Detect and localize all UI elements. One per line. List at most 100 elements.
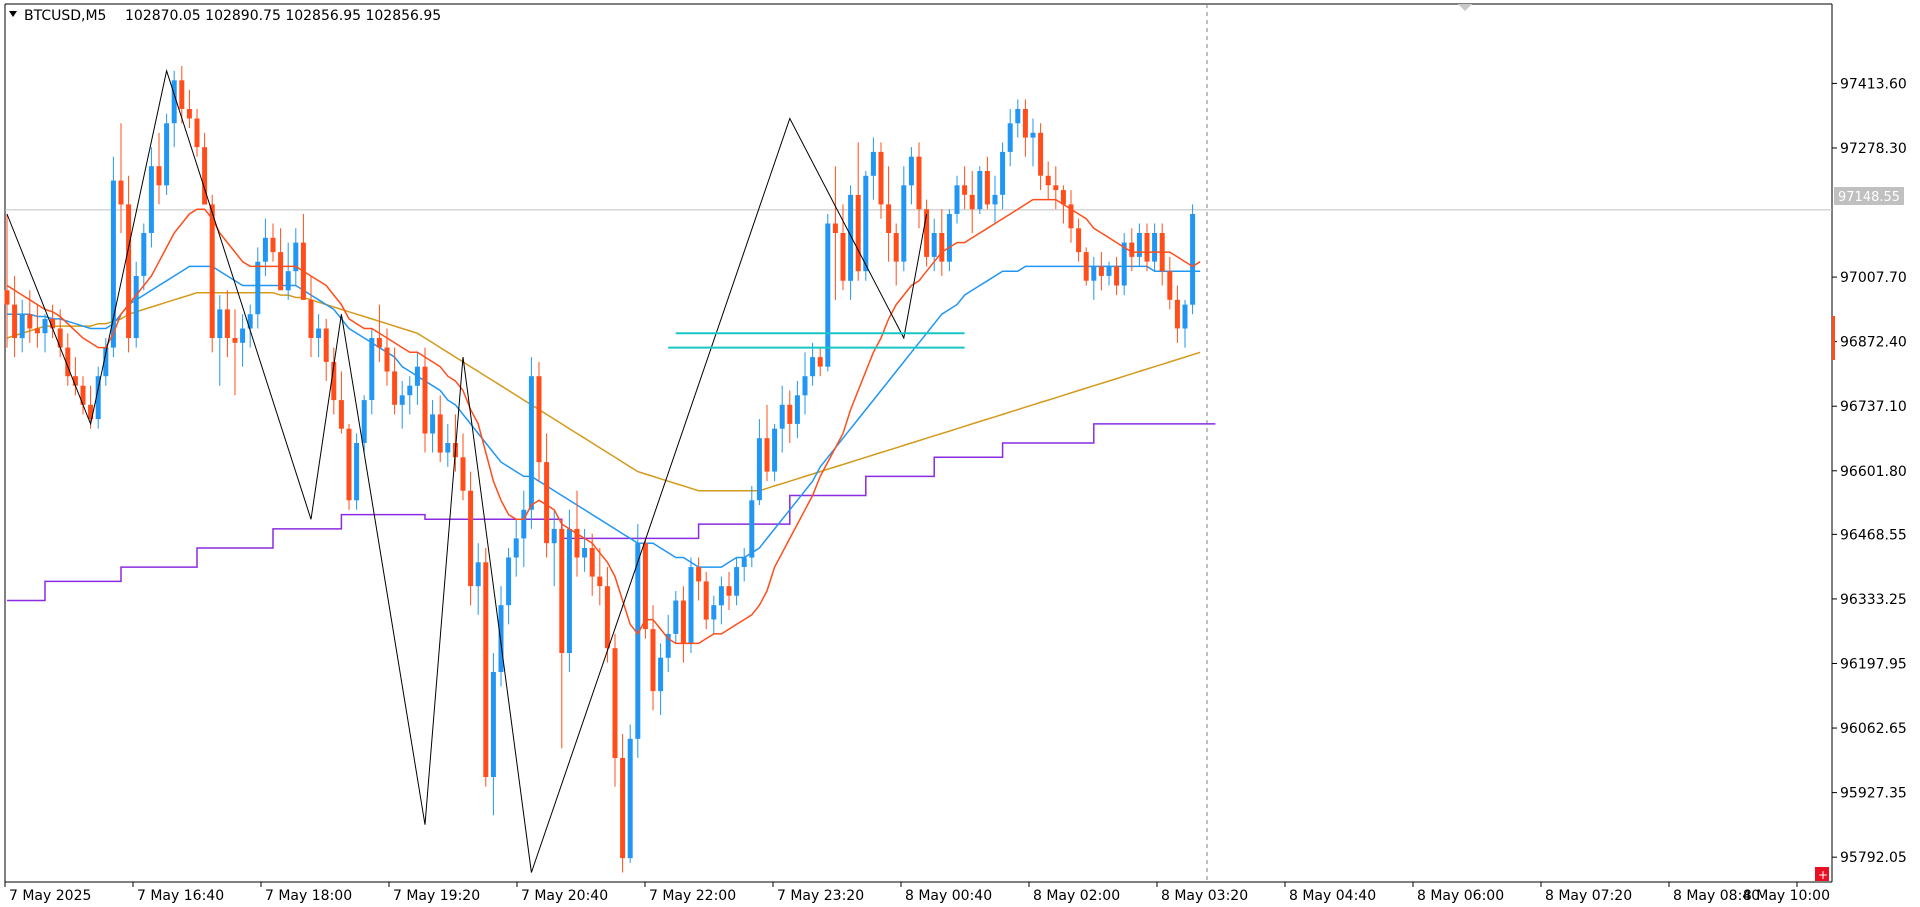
candle-body [27, 314, 33, 329]
candle-body [749, 500, 755, 558]
candle-body [392, 371, 398, 405]
candle [658, 643, 664, 715]
price-tick-label: 95927.35 [1840, 786, 1907, 802]
candle [696, 557, 702, 601]
candle-body [57, 328, 63, 348]
candle [50, 304, 56, 339]
candle [612, 633, 618, 787]
candle [331, 347, 337, 415]
candle-body [369, 338, 375, 400]
shift-marker-icon[interactable] [1458, 4, 1472, 11]
candle [627, 724, 633, 863]
candle [65, 333, 71, 386]
candle-body [673, 600, 679, 634]
candle-body [232, 338, 238, 343]
candle-body [34, 328, 40, 334]
candle [855, 142, 861, 281]
candle-body [946, 214, 952, 262]
bid-price-tag-text: 97148.55 [1838, 190, 1900, 205]
candle-body [635, 543, 641, 739]
candle-body [202, 147, 208, 205]
candle [711, 595, 717, 634]
candle-body [1030, 132, 1036, 138]
candle [521, 490, 527, 568]
candle-body [270, 237, 276, 253]
candle [604, 567, 610, 663]
support-levels[interactable] [668, 332, 965, 349]
candle-body [1098, 266, 1104, 276]
candle [1030, 118, 1036, 167]
candle [1053, 166, 1059, 210]
candle [468, 471, 474, 606]
candle [1152, 223, 1158, 272]
candle [506, 547, 512, 625]
candle [1106, 261, 1112, 286]
candle-body [992, 194, 998, 205]
candle-body [756, 438, 762, 501]
candle [954, 175, 960, 224]
candle-body [179, 80, 185, 109]
candle [148, 147, 154, 248]
candle [673, 590, 679, 644]
candle [802, 352, 808, 415]
zigzag-path [6, 68, 928, 873]
time-tick-label: 8 May 03:20 [1161, 888, 1248, 904]
candle-body [361, 400, 367, 443]
candle [810, 342, 816, 386]
candle [969, 171, 975, 234]
time-tick-label: 7 May 22:00 [649, 888, 736, 904]
candle [962, 166, 968, 210]
candle [886, 166, 892, 262]
candle-body [734, 567, 740, 596]
candle-body [1083, 252, 1089, 281]
candle [156, 132, 162, 205]
candle-body [840, 233, 846, 281]
candle [528, 357, 534, 529]
candle-body [141, 233, 147, 276]
price-tick-label: 97007.70 [1840, 270, 1907, 286]
candle [650, 605, 656, 711]
candle-body [1167, 271, 1173, 300]
candle [1136, 223, 1142, 267]
candle [247, 304, 253, 348]
candle-body [650, 629, 656, 692]
candle [1174, 285, 1180, 343]
candle [1121, 233, 1127, 296]
candle-body [72, 376, 78, 386]
candle-body [1121, 242, 1127, 286]
price-tick-label: 97278.30 [1840, 141, 1907, 157]
candle-body [1106, 266, 1112, 276]
candle-body [551, 528, 557, 544]
candle-body [224, 309, 230, 338]
candle [893, 223, 899, 286]
candle-body [414, 366, 420, 386]
collapse-arrow-icon[interactable] [9, 11, 17, 17]
candle [133, 261, 139, 348]
candle-body [528, 376, 534, 510]
time-tick-label: 7 May 23:20 [777, 888, 864, 904]
time-tick-label: 8 May 10:00 [1743, 888, 1830, 904]
candle-body [977, 171, 983, 210]
candle-body [764, 438, 770, 472]
candle [338, 371, 344, 434]
candle-body [95, 376, 101, 420]
candle-body [521, 509, 527, 539]
time-tick-label: 7 May 16:40 [137, 888, 224, 904]
candle [80, 376, 86, 415]
plus-icon: + [1818, 868, 1828, 882]
time-tick-label: 8 May 00:40 [905, 888, 992, 904]
candle [832, 166, 838, 300]
price-axis: 97413.60 97278.30 97007.70 96872.40 96737.10… [1832, 76, 1907, 866]
candle-body [468, 490, 474, 587]
candle [346, 423, 352, 510]
candle [840, 204, 846, 291]
chart-header: BTCUSD,M5 102870.05 102890.75 102856.95 … [9, 8, 441, 24]
candle [240, 314, 246, 367]
autoscroll-button[interactable]: + [1815, 867, 1829, 882]
price-marker-bar [1832, 316, 1835, 360]
candle [916, 142, 922, 229]
candle [179, 66, 185, 124]
candle-body [893, 233, 899, 262]
